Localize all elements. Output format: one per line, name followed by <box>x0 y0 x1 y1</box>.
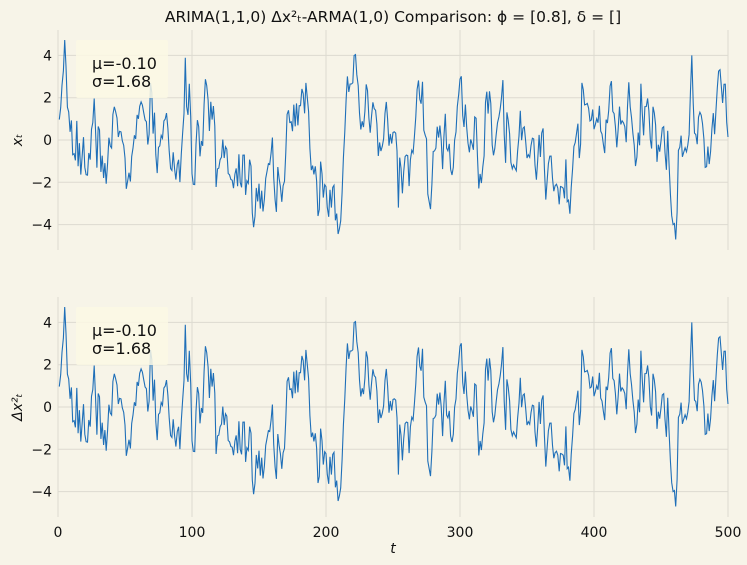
chart-title: ARIMA(1,1,0) Δx²ₜ-ARMA(1,0) Comparison: … <box>165 8 621 26</box>
series-line <box>58 306 729 507</box>
stat-mean: μ=-0.10 <box>92 321 157 340</box>
series-line <box>58 39 729 240</box>
y-tick-label: −4 <box>31 218 52 234</box>
x-tick-label: 500 <box>715 525 742 541</box>
x-tick-label: 300 <box>447 525 474 541</box>
y-tick-label: 2 <box>43 358 52 374</box>
x-axis-label: t <box>390 541 396 557</box>
y-tick-label: 4 <box>43 315 52 331</box>
y-tick-label: −2 <box>31 175 52 191</box>
y-tick-label: −2 <box>31 442 52 458</box>
x-tick-label: 400 <box>581 525 608 541</box>
y-tick-label: 2 <box>43 91 52 107</box>
x-tick-label: 200 <box>313 525 340 541</box>
stat-mean: μ=-0.10 <box>92 54 157 73</box>
y-tick-label: −4 <box>31 485 52 501</box>
x-tick-label: 0 <box>54 525 63 541</box>
y-tick-label: 4 <box>43 48 52 64</box>
stats-box <box>76 307 168 365</box>
y-axis-label: Δx²ₜ <box>10 393 26 422</box>
stat-std: σ=1.68 <box>92 72 151 91</box>
x-tick-label: 100 <box>179 525 206 541</box>
y-tick-label: 0 <box>43 133 52 149</box>
y-axis-label: xₜ <box>10 134 26 147</box>
stat-std: σ=1.68 <box>92 339 151 358</box>
stats-box <box>76 40 168 98</box>
y-tick-label: 0 <box>43 400 52 416</box>
